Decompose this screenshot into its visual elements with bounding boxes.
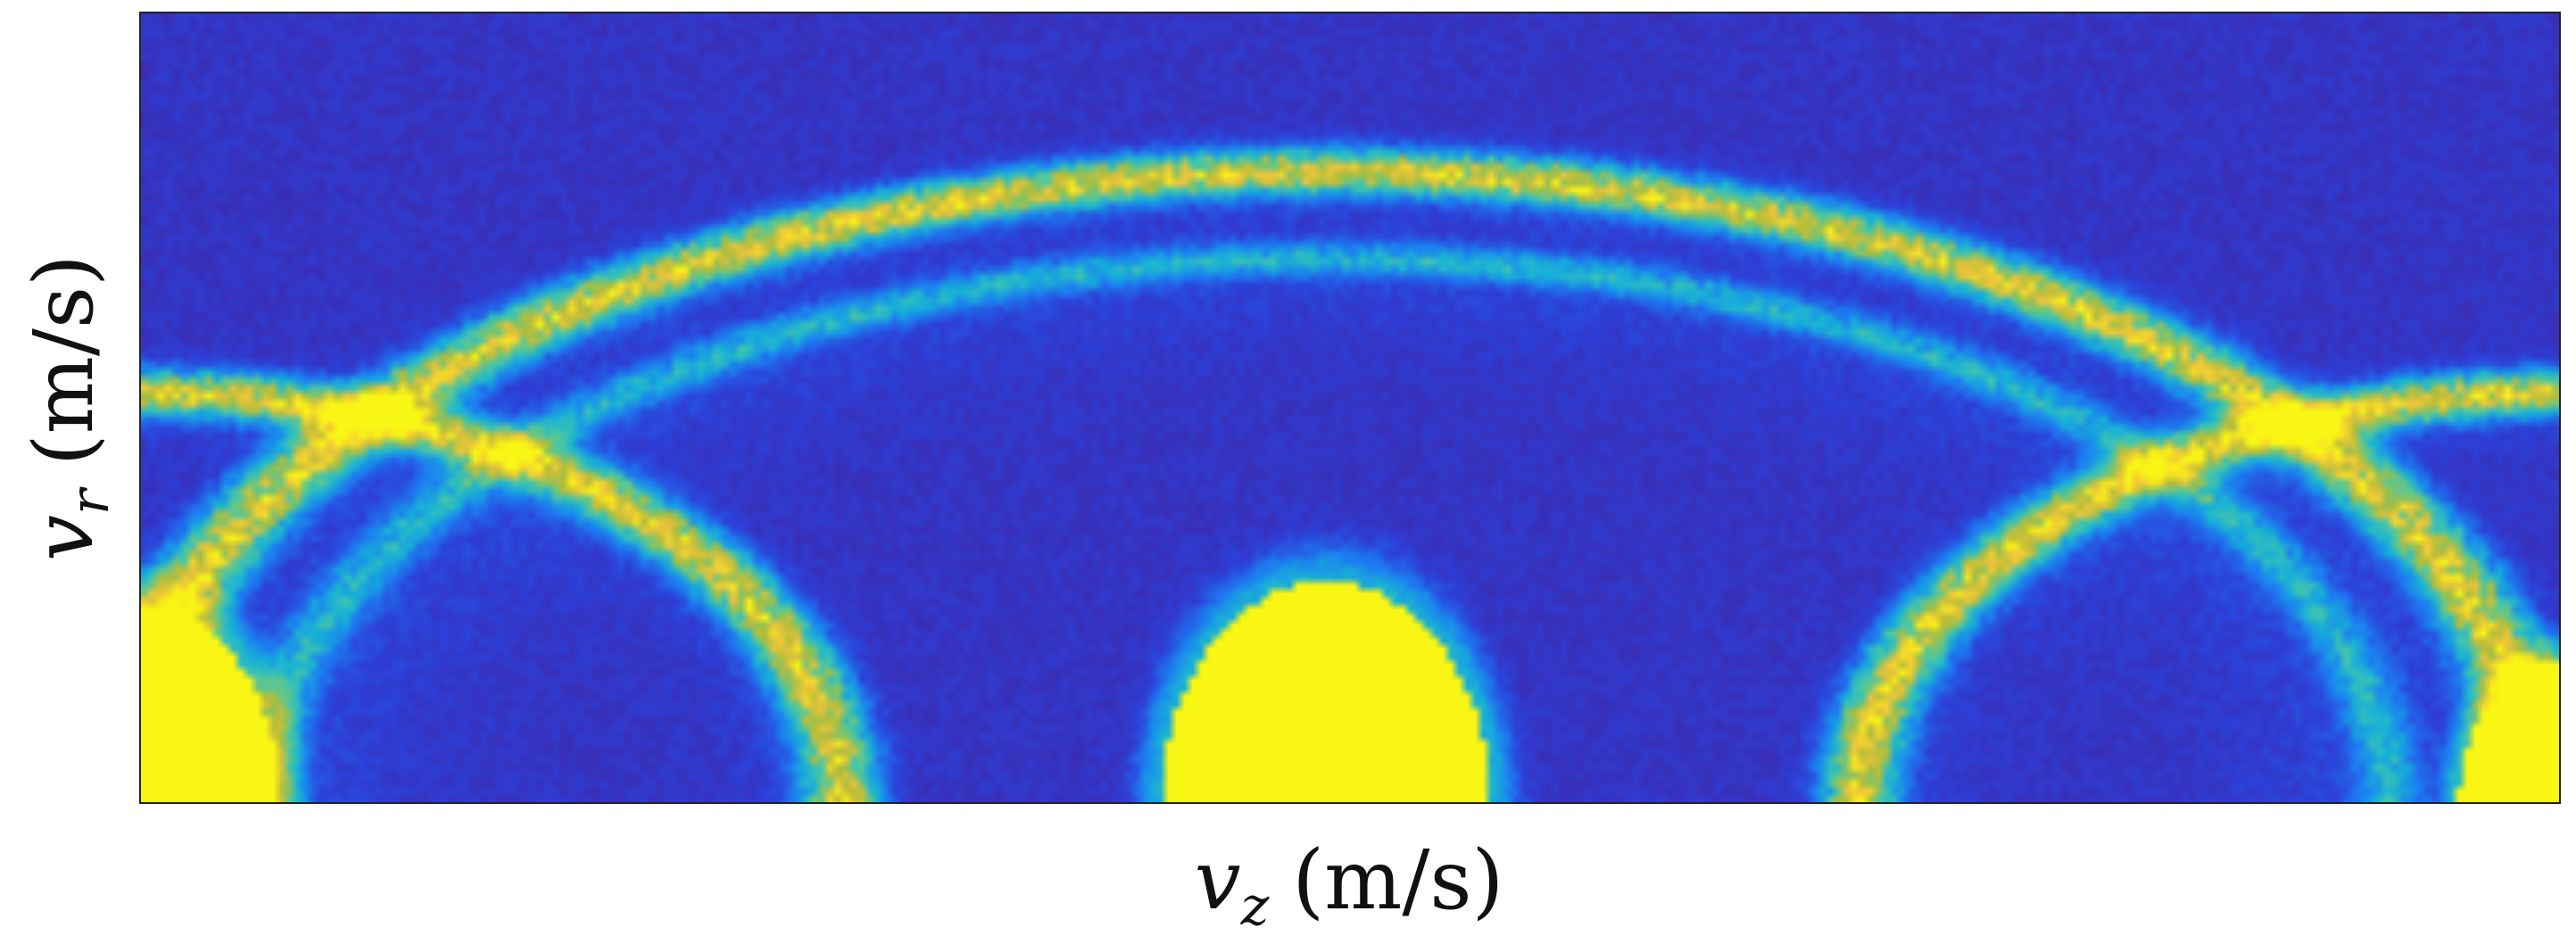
x-axis-symbol: v [1195,832,1241,928]
y-axis-subscript: r [59,486,121,515]
plot-frame [139,12,2561,804]
x-axis-label: vz (m/s) [1195,832,1504,936]
plot-area [139,12,2561,804]
y-axis-unit: (m/s) [16,254,112,466]
heatmap-image [140,12,2560,803]
x-axis-subscript: z [1240,875,1270,936]
y-axis-label: vr (m/s) [16,254,121,561]
y-axis-symbol: v [16,515,112,561]
x-axis-unit: (m/s) [1292,832,1503,928]
